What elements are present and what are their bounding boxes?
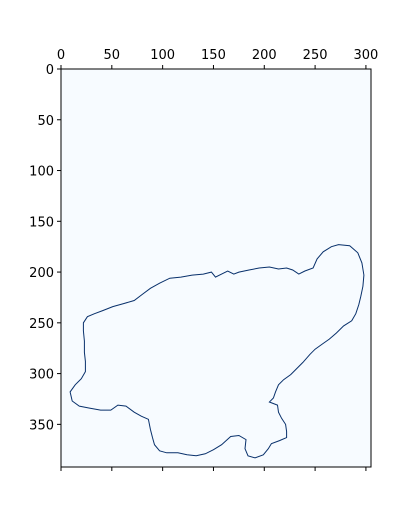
y-tick-label: 100 [29, 165, 54, 180]
y-tick-label: 300 [29, 368, 54, 383]
mask-outline [69, 244, 365, 459]
y-tick-label: 350 [29, 418, 54, 433]
y-tick-label: 200 [29, 266, 54, 281]
axes-frame [60, 68, 372, 468]
x-tick-label: 0 [57, 48, 65, 63]
y-tick-label: 150 [29, 215, 54, 230]
plot-background [61, 69, 371, 467]
y-tick-label: 0 [46, 63, 54, 78]
x-axis: 0 50 100 150 200 250 300 [57, 48, 378, 471]
x-tick-label: 100 [150, 48, 175, 63]
x-tick-label: 50 [104, 48, 121, 63]
y-axis: 0 50 100 150 200 250 300 350 [29, 63, 61, 433]
x-tick-label: 250 [303, 48, 328, 63]
x-tick-label: 300 [354, 48, 379, 63]
y-tick-label: 250 [29, 317, 54, 332]
x-tick-label: 200 [252, 48, 277, 63]
y-tick-label: 50 [37, 114, 54, 129]
x-tick-label: 150 [201, 48, 226, 63]
